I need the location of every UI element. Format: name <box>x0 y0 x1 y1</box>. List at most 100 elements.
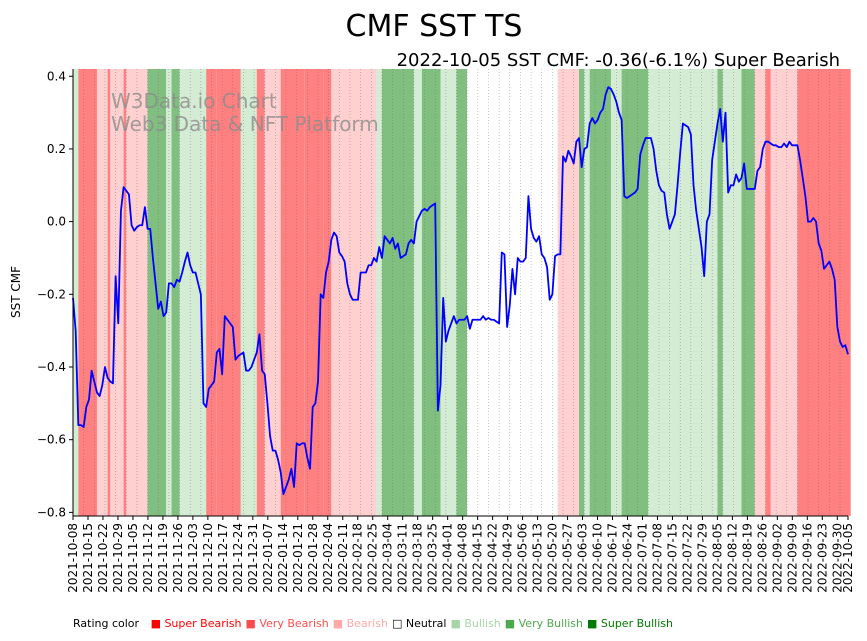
rating-band-bearish <box>557 69 580 516</box>
x-tick-label: 2022-09-16 <box>800 523 814 593</box>
x-tick-label: 2022-05-06 <box>516 523 530 593</box>
x-tick-label: 2022-07-15 <box>665 523 679 593</box>
rating-band-bullish <box>440 69 457 516</box>
x-tick-label: 2021-12-17 <box>216 523 230 593</box>
series-line-group <box>72 86 849 496</box>
rating-band-bearish <box>754 69 766 516</box>
rating-band-bullish <box>413 69 422 516</box>
rating-band-very-bearish <box>123 69 127 516</box>
x-tick-label: 2021-12-31 <box>246 523 260 593</box>
rating-band-very-bearish <box>797 69 851 516</box>
rating-band-very-bullish <box>421 69 441 516</box>
x-tick-label: 2022-08-19 <box>740 523 754 593</box>
x-tick-label: 2021-10-29 <box>111 523 125 593</box>
y-tick-label: −0.4 <box>37 360 66 374</box>
rating-band-bearish <box>770 69 798 516</box>
legend-items: ■ Super Bearish ■ Very Bearish ■ Bearish □ … <box>151 617 677 630</box>
x-tick-label: 2022-04-15 <box>471 523 485 593</box>
x-tick-label: 2021-10-08 <box>66 523 80 593</box>
x-tick-label: 2021-12-24 <box>231 523 245 593</box>
legend-title: Rating color <box>73 617 140 630</box>
watermark-line-1: W3Data.io Chart <box>111 89 277 113</box>
rating-band-very-bearish <box>304 69 324 516</box>
x-tick-label: 2022-05-27 <box>561 523 575 593</box>
rating-band-very-bearish <box>323 69 332 516</box>
x-tick-label: 2022-04-29 <box>501 523 515 593</box>
rating-band-bullish <box>179 69 207 516</box>
x-tick-label: 2022-07-08 <box>650 523 664 593</box>
rating-band-very-bullish <box>589 69 611 516</box>
rating-band-bullish <box>240 69 257 516</box>
x-tick-label: 2022-06-17 <box>606 523 620 593</box>
x-tick-label: 2022-05-20 <box>546 523 560 593</box>
x-tick-label: 2021-12-03 <box>186 523 200 593</box>
chart-subtitle: 2022-10-05 SST CMF: -0.36(-6.1%) Super B… <box>397 50 840 71</box>
rating-band-bullish <box>610 69 622 516</box>
legend-item-neutral: □ Neutral <box>391 617 447 630</box>
x-tick-label: 2022-07-22 <box>680 523 694 593</box>
x-tick-label: 2022-02-18 <box>351 523 365 593</box>
x-tick-label: 2022-04-08 <box>456 523 470 593</box>
x-tick-label: 2022-07-29 <box>695 523 709 593</box>
rating-band-bearish <box>331 69 340 516</box>
x-tick-label: 2022-10-05 <box>841 523 855 593</box>
rating-band-very-bearish <box>216 69 241 516</box>
rating-band-bearish <box>96 69 108 516</box>
x-tick-label: 2022-08-05 <box>710 523 724 593</box>
x-tick-label: 2022-07-01 <box>635 523 649 593</box>
x-tick-label: 2022-04-22 <box>486 523 500 593</box>
x-tick-label: 2022-03-25 <box>426 523 440 593</box>
watermark-line-2: Web3 Data & NFT Platform <box>111 112 379 136</box>
y-tick-label: 0.2 <box>47 142 66 156</box>
x-tick-label: 2021-10-15 <box>81 523 95 593</box>
x-tick-label: 2022-01-07 <box>261 523 275 593</box>
x-tick-label: 2022-02-25 <box>366 523 380 593</box>
y-tick-label: 0.4 <box>47 69 66 83</box>
legend-item-super-bullish: ■ Super Bullish <box>586 617 673 630</box>
chart-title: CMF SST TS <box>346 9 523 44</box>
rating-band-bullish <box>73 69 79 516</box>
x-tick-label: 2021-11-12 <box>141 523 155 593</box>
rating-band-bearish <box>126 69 148 516</box>
x-tick-label: 2022-03-04 <box>381 523 395 593</box>
y-tick-label: −0.6 <box>37 433 66 447</box>
rating-band-very-bearish <box>280 69 305 516</box>
legend-item-very-bearish: ■ Very Bearish <box>245 617 329 630</box>
y-axis-label: SST CMF <box>9 266 23 318</box>
rating-band-very-bullish <box>621 69 649 516</box>
rating-band-bullish <box>376 69 382 516</box>
rating-band-very-bullish <box>456 69 468 516</box>
legend-item-bullish: ■ Bullish <box>450 617 501 630</box>
rating-band-very-bullish <box>741 69 755 516</box>
y-tick-label: 0.0 <box>47 215 66 229</box>
x-tick-label: 2022-01-21 <box>291 523 305 593</box>
x-tick-label: 2022-09-23 <box>815 523 829 593</box>
legend-item-very-bullish: ■ Very Bullish <box>504 617 583 630</box>
x-tick-label: 2021-11-19 <box>156 523 170 593</box>
x-tick-label: 2022-09-30 <box>830 523 844 593</box>
x-tick-label: 2022-09-09 <box>785 523 799 593</box>
x-tick-label: 2021-11-26 <box>171 523 185 593</box>
rating-band-very-bearish <box>107 69 111 516</box>
y-tick-label: −0.8 <box>37 505 66 519</box>
legend-item-bearish: ■ Bearish <box>332 617 388 630</box>
rating-band-very-bearish <box>78 69 97 516</box>
x-tick-label: 2022-08-26 <box>755 523 769 593</box>
rating-band-neutral <box>467 69 558 516</box>
x-tick-label: 2022-05-13 <box>531 523 545 593</box>
y-tick-label: −0.2 <box>37 287 66 301</box>
x-tick-label: 2022-01-28 <box>306 523 320 593</box>
x-tick-label: 2022-01-14 <box>276 523 290 593</box>
rating-legend: Rating color ■ Super Bearish ■ Very Beari… <box>73 617 680 630</box>
rating-band-very-bullish <box>717 69 723 516</box>
x-tick-label: 2022-08-12 <box>725 523 739 593</box>
rating-band-super-bearish <box>206 69 217 516</box>
rating-band-bearish <box>264 69 281 516</box>
x-tick-label: 2022-06-03 <box>576 523 590 593</box>
x-tick-label: 2022-06-24 <box>620 523 634 593</box>
x-tick-label: 2022-02-11 <box>336 523 350 593</box>
rating-band-very-bearish <box>765 69 771 516</box>
rating-band-very-bullish <box>381 69 414 516</box>
x-tick-label: 2022-04-01 <box>441 523 455 593</box>
